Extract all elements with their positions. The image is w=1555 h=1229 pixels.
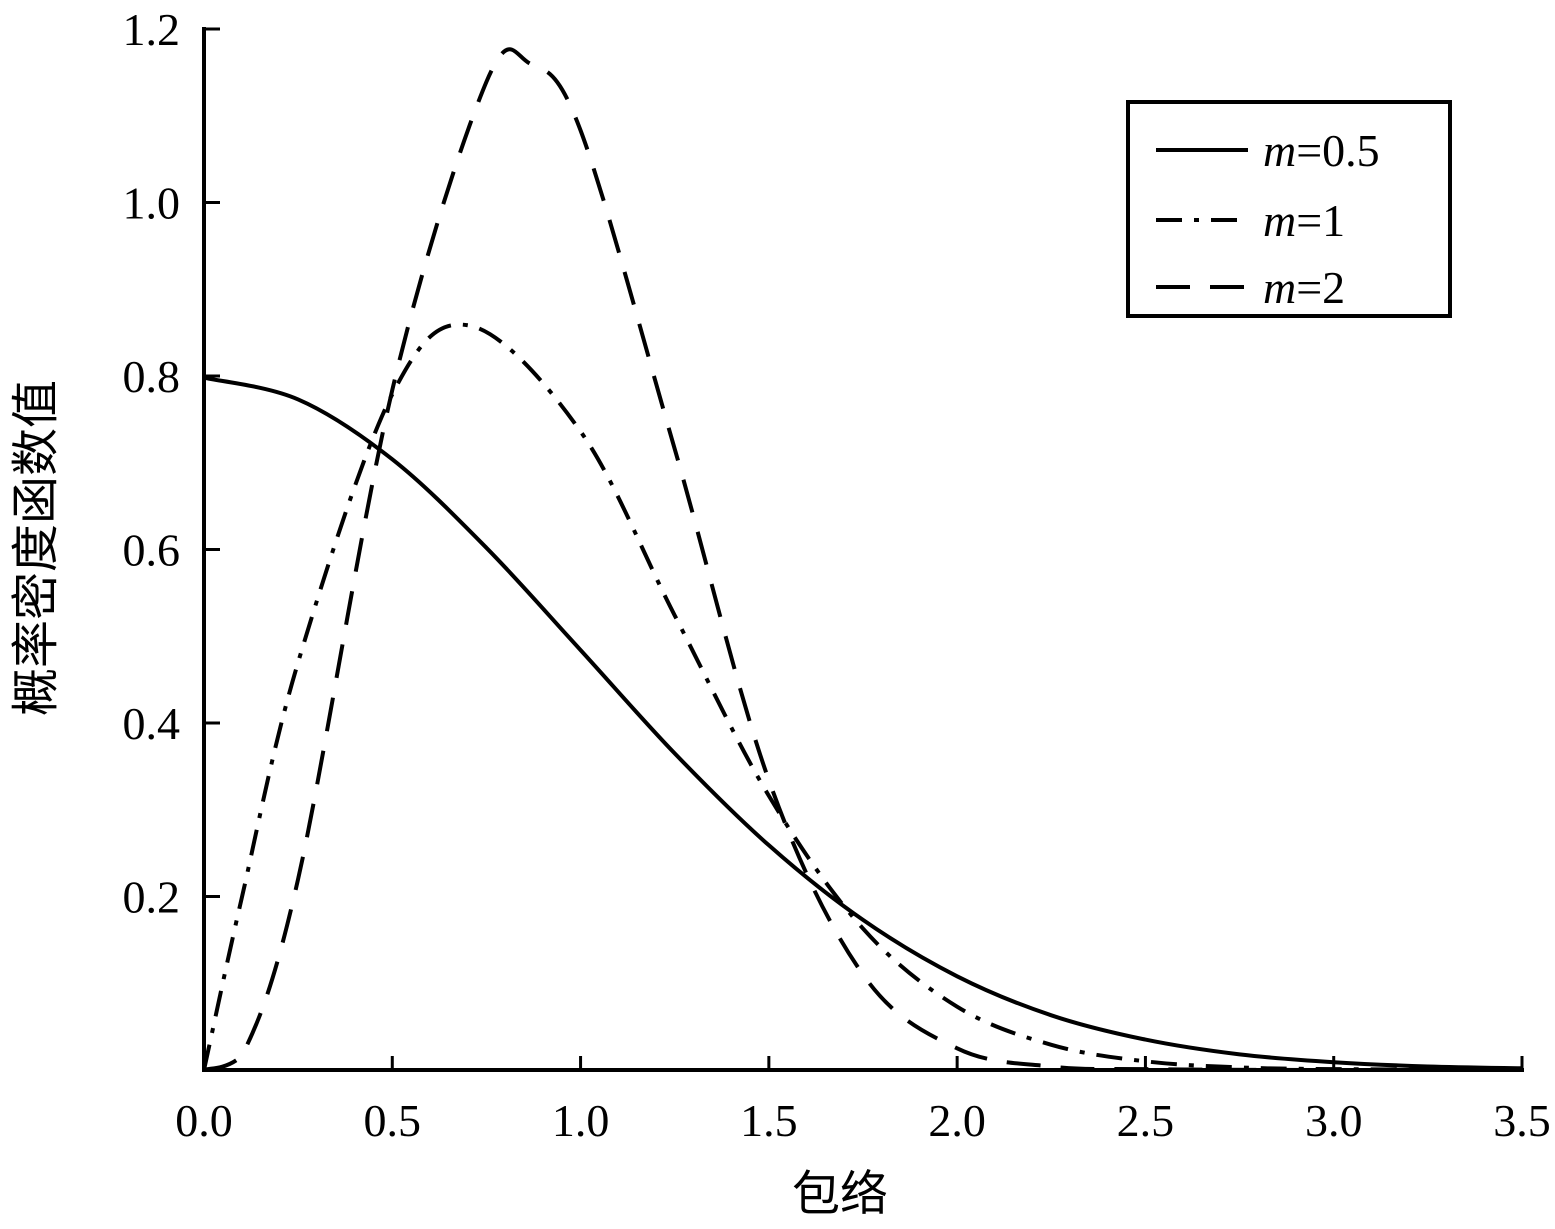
series-group [202, 47, 1523, 1073]
y-axis-title: 概率密度函数值 [8, 380, 64, 716]
series-line-1 [203, 375, 1523, 1071]
tick-labels: 0.0 0.5 1.0 1.5 2.0 2.5 3.0 3.5 0.2 0.4 0.6 0.8 1.0 1… [123, 4, 1551, 1146]
x-tick-label: 3.0 [1305, 1095, 1363, 1146]
x-tick-label: 0.0 [175, 1095, 233, 1146]
y-tick-label: 0.6 [123, 525, 181, 576]
y-tick-label: 0.8 [123, 351, 181, 402]
y-tick-label: 0.2 [123, 872, 181, 923]
series-line-3 [203, 47, 1522, 1073]
x-tick-label: 2.0 [928, 1095, 986, 1146]
x-tick-label: 1.0 [552, 1095, 610, 1146]
legend-label-3: m=2 [1263, 262, 1345, 313]
y-tick-label: 1.2 [123, 4, 181, 55]
x-tick-label: 1.5 [740, 1095, 798, 1146]
x-tick-label: 3.5 [1493, 1095, 1551, 1146]
legend-label-2: m=1 [1263, 195, 1345, 246]
x-tick-label: 2.5 [1117, 1095, 1175, 1146]
legend-label-1: m=0.5 [1263, 125, 1380, 176]
y-tick-label: 0.4 [123, 698, 181, 749]
series-line-2 [202, 322, 1523, 1072]
x-tick-label: 0.5 [364, 1095, 422, 1146]
axes [202, 27, 1524, 1072]
y-tick-label: 1.0 [123, 178, 181, 229]
x-axis-title: 包络 [792, 1166, 888, 1222]
legend: m=0.5 m=1 m=2 [1126, 100, 1452, 318]
legend-box [1126, 100, 1452, 318]
